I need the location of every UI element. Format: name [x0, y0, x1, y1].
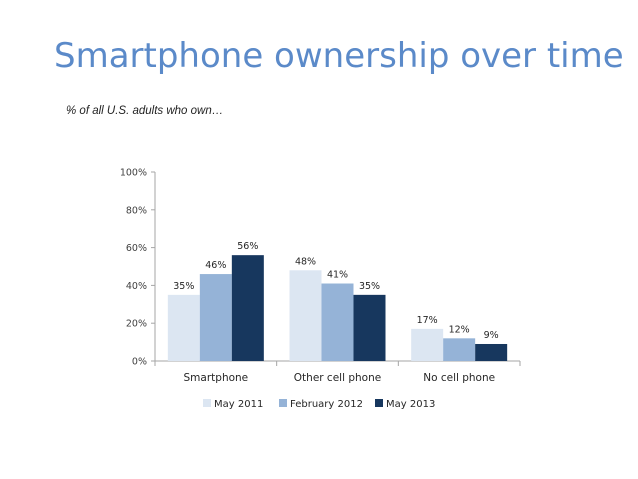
data-label: 17% — [417, 315, 438, 326]
y-tick-label: 80% — [126, 205, 147, 216]
bar — [231, 255, 264, 361]
data-label: 41% — [327, 270, 348, 281]
data-label: 48% — [295, 256, 316, 267]
y-tick-label: 40% — [126, 281, 147, 292]
data-label: 46% — [205, 260, 226, 271]
y-tick-label: 100% — [120, 168, 147, 179]
bar — [199, 274, 232, 361]
x-category-label: Smartphone — [184, 372, 249, 384]
data-label: 35% — [173, 281, 194, 292]
chart-subtitle: % of all U.S. adults who own… — [66, 105, 224, 117]
x-category-label: No cell phone — [423, 372, 495, 384]
bar — [321, 283, 354, 361]
y-tick-label: 60% — [126, 243, 147, 254]
data-label: 9% — [484, 330, 499, 341]
legend-swatch — [375, 399, 383, 407]
bar — [443, 338, 476, 361]
y-tick-label: 0% — [132, 357, 147, 368]
x-category-label: Other cell phone — [294, 372, 381, 384]
data-label: 35% — [359, 281, 380, 292]
legend-label: May 2013 — [386, 399, 435, 410]
bar — [411, 328, 444, 361]
legend-swatch — [203, 399, 211, 407]
bar — [289, 270, 322, 361]
legend-label: February 2012 — [290, 399, 363, 410]
data-label: 56% — [237, 241, 258, 252]
bar — [353, 294, 386, 361]
bar — [475, 343, 508, 361]
legend-swatch — [279, 399, 287, 407]
slide-title: Smartphone ownership over time — [54, 36, 624, 76]
legend-label: May 2011 — [214, 399, 263, 410]
bar — [167, 294, 200, 361]
data-label: 12% — [449, 324, 470, 335]
y-tick-label: 20% — [126, 319, 147, 330]
